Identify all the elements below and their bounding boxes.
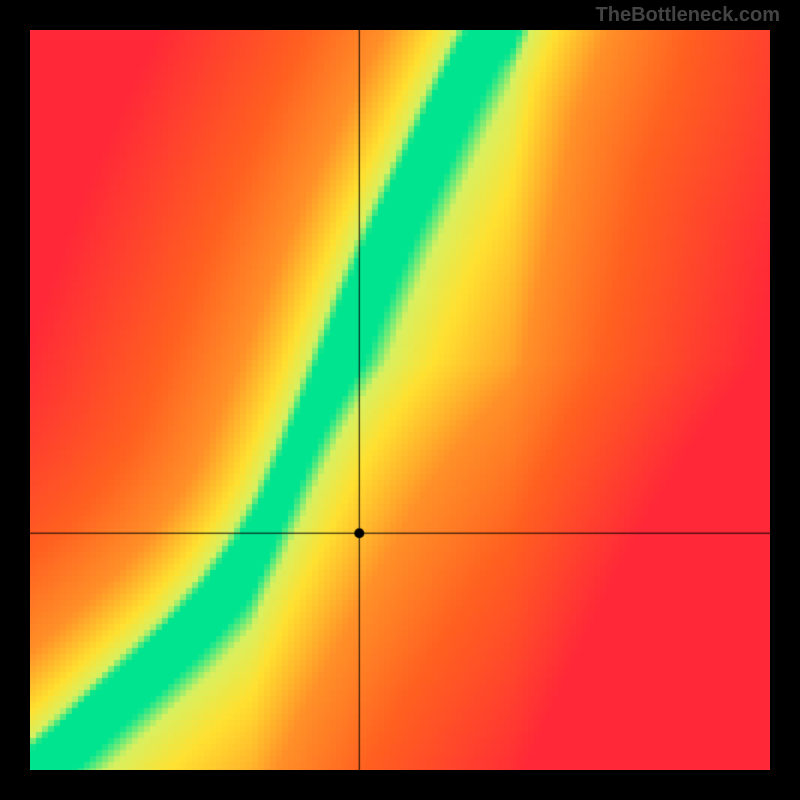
watermark-text: TheBottleneck.com [596, 4, 780, 27]
heatmap-chart [30, 30, 770, 770]
heatmap-canvas [30, 30, 770, 770]
